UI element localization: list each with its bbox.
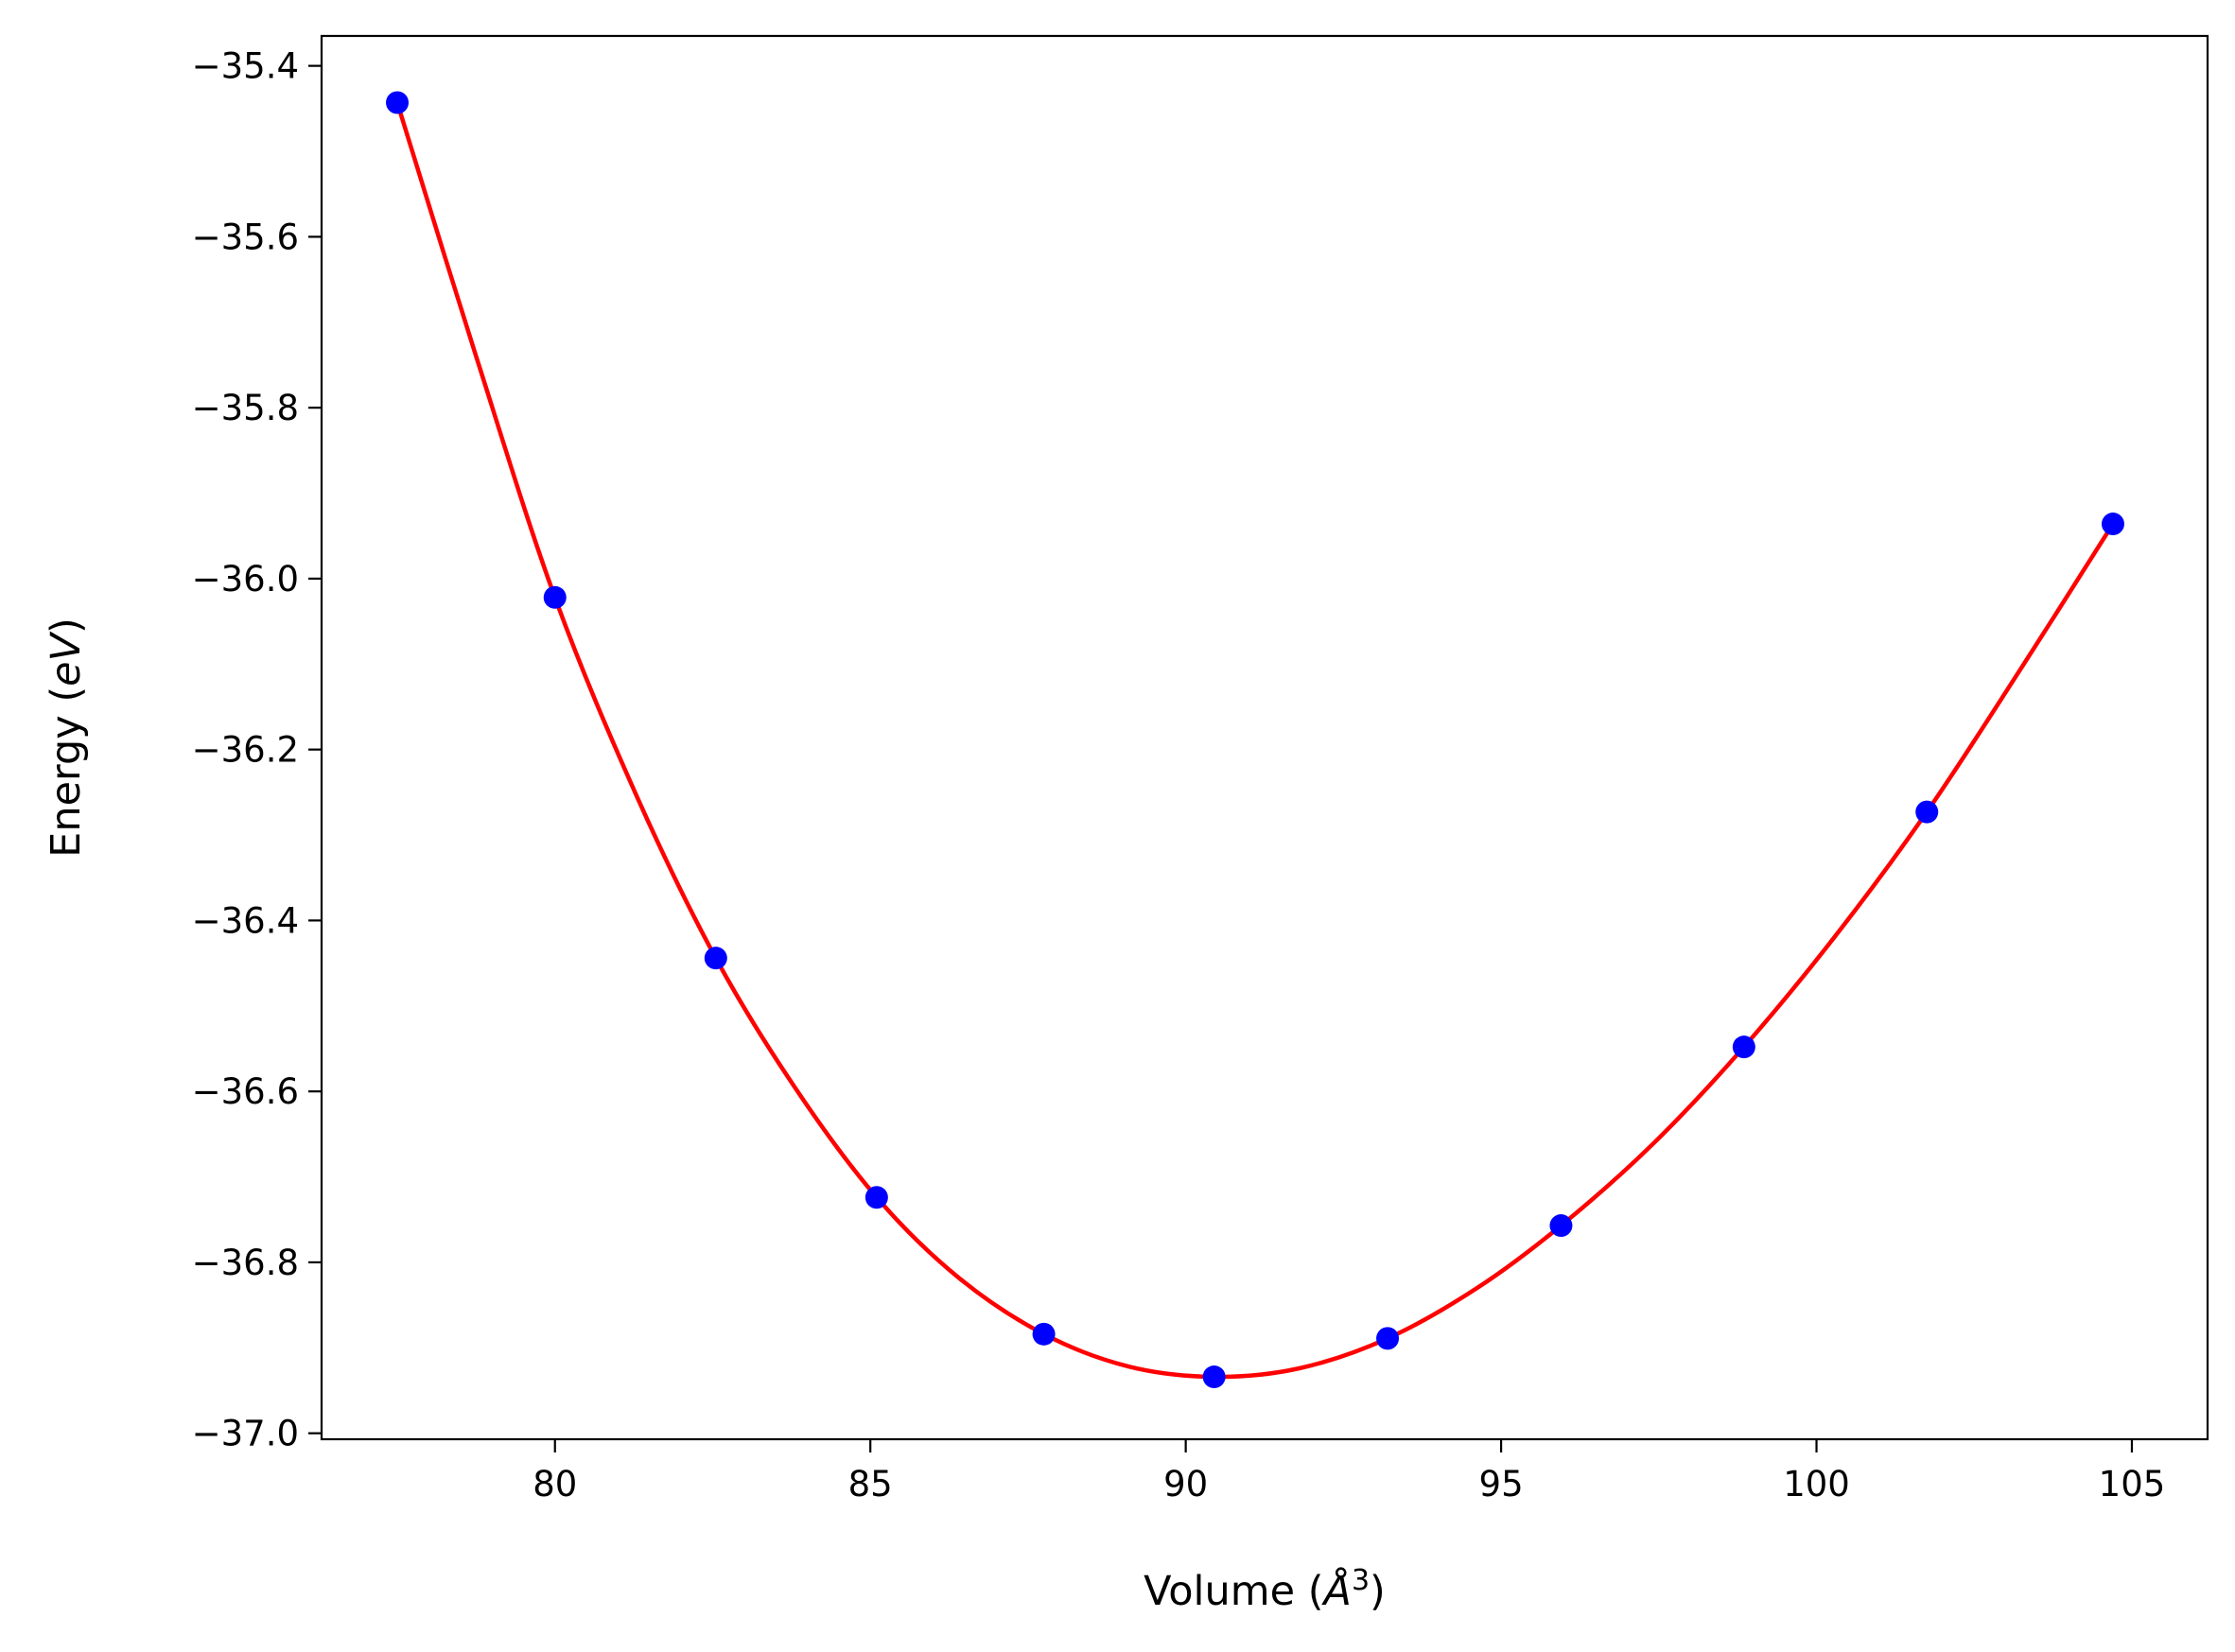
x-tick-label: 85 — [848, 1464, 893, 1504]
data-points-layer — [386, 91, 2124, 1389]
data-point — [2101, 513, 2124, 536]
y-axis: −35.4 −35.6 −35.8 −36.0 −36.2 −36.4 −36.6 −36.8… — [192, 46, 322, 1454]
y-tick-label: −35.8 — [192, 388, 299, 428]
x-tick-label: 100 — [1783, 1464, 1850, 1504]
y-axis-title: Energy (eV) — [43, 617, 90, 858]
x-axis: 80 85 90 95 100 105 — [533, 1439, 2165, 1504]
y-tick-label: −36.8 — [192, 1243, 299, 1283]
y-tick-label: −35.4 — [192, 46, 299, 87]
data-point — [864, 1186, 888, 1209]
data-point — [1549, 1214, 1573, 1238]
y-tick-label: −36.0 — [192, 559, 299, 600]
plot-area — [322, 36, 2208, 1439]
x-axis-title: Volume (Å3) — [1144, 1564, 1386, 1615]
fit-curve-layer — [394, 101, 2115, 1380]
x-tick-label: 80 — [533, 1464, 577, 1504]
y-tick-label: −36.6 — [192, 1071, 299, 1112]
x-tick-label: 105 — [2099, 1464, 2166, 1504]
fit-curve — [394, 101, 2115, 1380]
data-point — [386, 91, 410, 114]
y-tick-label: −36.4 — [192, 900, 299, 941]
y-tick-label: −35.6 — [192, 217, 299, 257]
y-tick-label: −36.2 — [192, 730, 299, 771]
data-point — [1732, 1035, 1755, 1059]
data-point — [1376, 1327, 1400, 1350]
data-point — [1202, 1365, 1226, 1389]
x-tick-label: 95 — [1479, 1464, 1524, 1504]
x-tick-label: 90 — [1163, 1464, 1208, 1504]
data-point — [704, 947, 727, 970]
data-point — [1032, 1322, 1056, 1346]
y-tick-label: −37.0 — [192, 1414, 299, 1454]
data-point — [543, 585, 567, 609]
data-point — [1915, 800, 1939, 824]
plot-frame — [320, 34, 2209, 1441]
